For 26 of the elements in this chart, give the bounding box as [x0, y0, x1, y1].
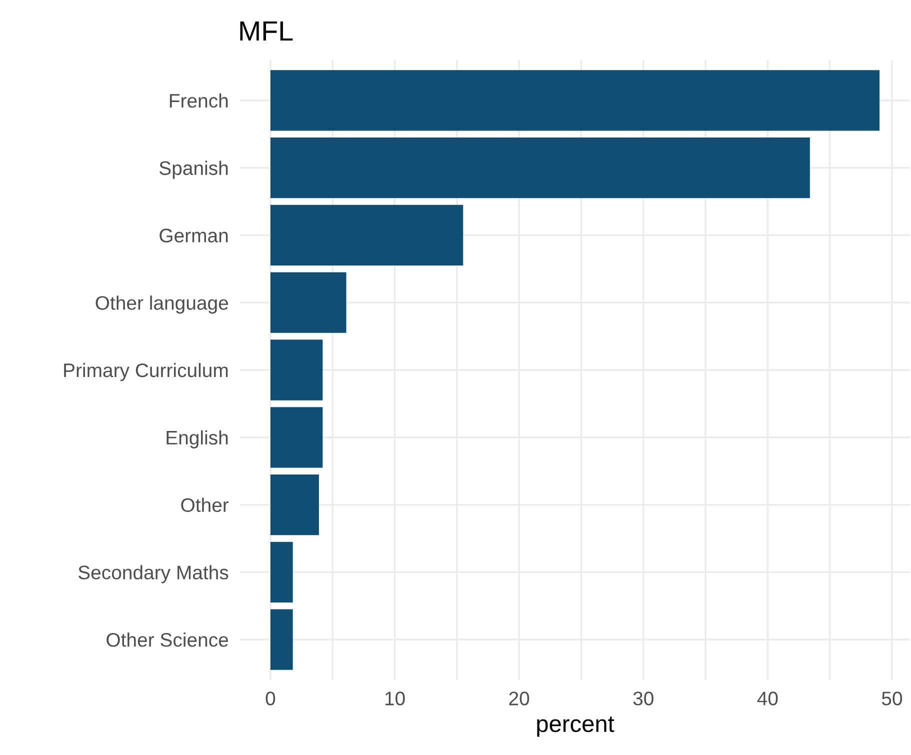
- chart-title: MFL: [240, 21, 293, 41]
- y-tick-label: Other: [181, 498, 229, 512]
- bar: [270, 542, 293, 602]
- x-tick-label: 40: [757, 692, 778, 706]
- bar: [270, 407, 323, 468]
- bar: [270, 272, 346, 333]
- y-tick-label: Secondary Maths: [78, 565, 228, 584]
- x-tick-label: 50: [882, 692, 902, 706]
- bar: [270, 474, 319, 536]
- y-tick-label: Primary Curriculum: [64, 362, 228, 382]
- y-tick-label: Other language: [96, 296, 228, 314]
- bar: [270, 138, 810, 198]
- bar: [270, 340, 323, 400]
- x-axis-title: percent: [537, 716, 614, 737]
- y-tick-label: Spanish: [160, 160, 228, 179]
- x-tick-label: 30: [633, 692, 654, 706]
- bar: [270, 70, 880, 131]
- y-tick-label: German: [160, 228, 228, 242]
- y-tick-label: Other Science: [106, 632, 228, 647]
- bar: [270, 204, 464, 266]
- x-tick-label: 20: [509, 692, 530, 706]
- y-tick-label: English: [166, 430, 228, 448]
- bar: [270, 609, 293, 670]
- x-tick-label: 0: [266, 692, 276, 706]
- y-tick-label: French: [170, 93, 228, 108]
- x-tick-label: 10: [385, 692, 405, 706]
